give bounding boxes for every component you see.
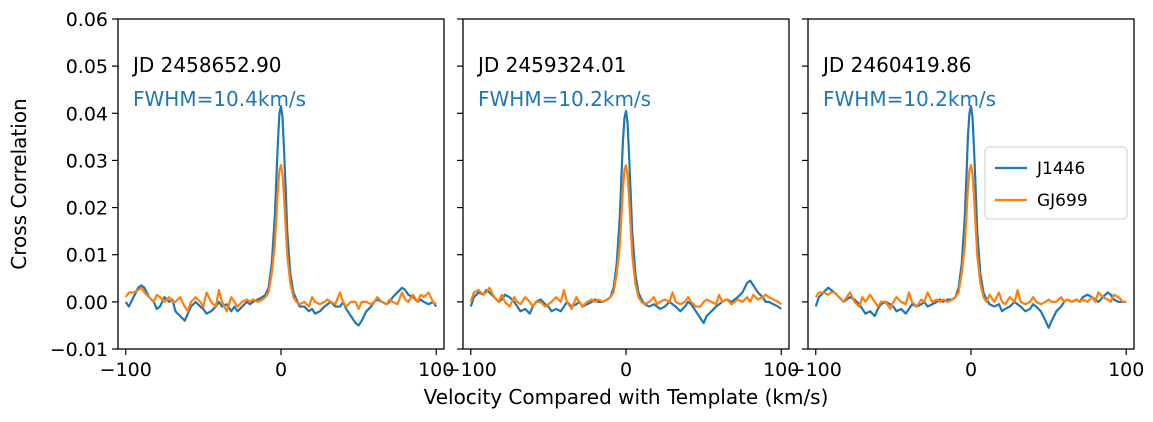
- panel-1-x-tick-label: 0: [275, 359, 287, 381]
- cross-correlation-figure: JD 2458652.90 FWHM=10.4km/s JD 2459324.0…: [0, 0, 1153, 422]
- panel-1-date-label: JD 2458652.90: [131, 53, 282, 77]
- x-axis-title: Velocity Compared with Template (km/s): [424, 385, 829, 409]
- y-axis-title: Cross Correlation: [7, 98, 31, 269]
- panel-1-series-gj699: [126, 165, 436, 311]
- panel-2-plot-area: [471, 111, 781, 323]
- panel-1-series-j1446: [126, 106, 436, 325]
- panel-2-fwhm-label: FWHM=10.2km/s: [478, 87, 651, 111]
- panel-1-plot-area: [126, 106, 436, 325]
- y-tick-label: 0.00: [66, 292, 108, 314]
- panel-2-series-j1446: [471, 111, 781, 323]
- panel-3-x-tick-label: 0: [965, 359, 977, 381]
- y-tick-label: 0.05: [66, 56, 108, 78]
- panel-2: JD 2459324.01 FWHM=10.2km/s: [463, 19, 789, 349]
- panel-2-date-label: JD 2459324.01: [476, 53, 627, 77]
- panel-1-x-tick-label: −100: [100, 359, 152, 381]
- y-tick-label: 0.06: [66, 9, 108, 31]
- panel-3-x-tick-label: 100: [1108, 359, 1144, 381]
- panel-2-x-tick-label: 0: [620, 359, 632, 381]
- y-tick-label: 0.04: [66, 103, 108, 125]
- legend-label-j1446: J1446: [1036, 159, 1085, 179]
- legend: J1446 GJ699: [985, 147, 1127, 219]
- panel-2-series-gj699: [471, 165, 781, 309]
- y-tick-label: −0.01: [50, 339, 108, 361]
- panel-2-x-tick-label: −100: [445, 359, 497, 381]
- y-tick-label: 0.01: [66, 245, 108, 267]
- panel-1: JD 2458652.90 FWHM=10.4km/s: [118, 19, 444, 349]
- x-axis: −100 0 100−100 0 100−100 0 100: [100, 349, 1145, 381]
- panel-3-x-tick-label: −100: [790, 359, 842, 381]
- y-tick-label: 0.02: [66, 198, 108, 220]
- legend-label-gj699: GJ699: [1037, 191, 1088, 211]
- panel-3-fwhm-label: FWHM=10.2km/s: [823, 87, 996, 111]
- panel-3-date-label: JD 2460419.86: [821, 53, 972, 77]
- y-tick-label: 0.03: [66, 150, 108, 172]
- panel-1-fwhm-label: FWHM=10.4km/s: [133, 87, 306, 111]
